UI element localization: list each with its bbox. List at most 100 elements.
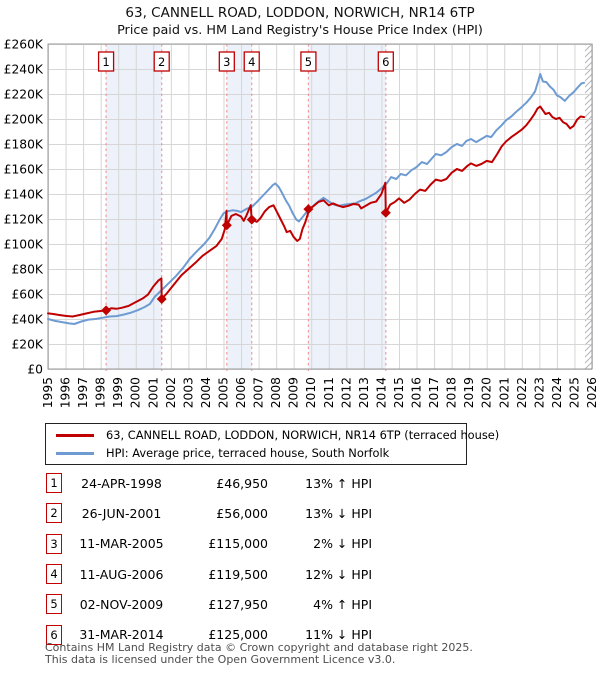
svg-text:2001: 2001 [146, 377, 160, 408]
svg-text:2014: 2014 [374, 377, 388, 408]
future-hatch-region [584, 44, 592, 369]
sale-marker-5 [303, 204, 314, 215]
sale-hpi-comparison: 4% ↑ HPI [313, 596, 372, 612]
svg-text:2009: 2009 [287, 377, 301, 408]
svg-text:2005: 2005 [216, 377, 230, 408]
sale-price: £56,000 [216, 505, 268, 521]
svg-text:4: 4 [248, 55, 255, 69]
sale-flag-3: 3 [218, 51, 235, 72]
svg-text:2002: 2002 [164, 377, 178, 408]
sale-hpi-comparison: 2% ↓ HPI [313, 536, 372, 552]
sale-marker-6 [380, 207, 391, 218]
sale-row-3: 3 11-MAR-2005 £115,000 2% ↓ HPI [0, 529, 600, 559]
legend-line-swatch [56, 433, 94, 437]
svg-text:2007: 2007 [252, 377, 266, 408]
chart-legend: 63, CANNELL ROAD, LODDON, NORWICH, NR14 … [45, 423, 499, 465]
legend-label: HPI: Average price, terraced house, Sout… [106, 446, 390, 460]
sale-flag-2: 2 [153, 51, 170, 72]
svg-text:£140K: £140K [4, 187, 44, 201]
svg-text:1996: 1996 [59, 377, 73, 408]
x-axis-labels: 1995 1996 1997 1998 1999 2000 2001 2002 2003 2004… [41, 377, 599, 408]
price-history-chart: 1 2 3 4 5 6£0£20K£40K£60K£80K£100K£120K£140K£… [4, 37, 599, 408]
svg-text:5: 5 [305, 55, 312, 69]
sale-date: 26-JUN-2001 [81, 505, 162, 521]
svg-text:2012: 2012 [339, 377, 353, 408]
svg-text:2000: 2000 [129, 377, 143, 408]
svg-text:2022: 2022 [515, 377, 529, 408]
svg-text:2020: 2020 [480, 377, 494, 408]
sale-marker-1 [101, 305, 112, 316]
legend-line-swatch [56, 451, 94, 455]
svg-text:2021: 2021 [497, 377, 511, 408]
svg-text:2026: 2026 [585, 377, 599, 408]
svg-text:£240K: £240K [4, 62, 44, 76]
svg-text:£220K: £220K [4, 87, 44, 101]
page-subtitle: Price paid vs. HM Land Registry's House … [117, 23, 483, 38]
sales-table: 1 24-APR-1998 £46,950 13% ↑ HPI 2 26-JUN-2001… [0, 468, 600, 650]
svg-text:2011: 2011 [322, 377, 336, 408]
sale-marker-2 [156, 294, 167, 304]
sale-hpi-comparison: 13% ↑ HPI [305, 475, 372, 491]
svg-text:1999: 1999 [111, 377, 125, 408]
sale-hpi-comparison: 11% ↓ HPI [305, 627, 372, 643]
svg-text:2006: 2006 [234, 377, 248, 408]
sale-flag-5: 5 [300, 51, 317, 72]
svg-text:£80K: £80K [11, 262, 43, 276]
sale-price: £125,000 [208, 627, 268, 643]
sale-number-badge: 5 [46, 594, 62, 615]
sale-row-6: 6 31-MAR-2014 £125,000 11% ↓ HPI [0, 619, 600, 649]
sale-price: £119,500 [208, 566, 268, 582]
sale-hpi-comparison: 12% ↓ HPI [305, 566, 372, 582]
svg-text:£40K: £40K [11, 312, 43, 326]
sale-price: £127,950 [208, 596, 268, 612]
svg-text:2: 2 [158, 55, 165, 69]
svg-text:£0: £0 [27, 362, 43, 376]
svg-text:1997: 1997 [76, 377, 90, 408]
svg-text:2003: 2003 [181, 377, 195, 408]
svg-text:£160K: £160K [4, 162, 44, 176]
svg-text:2024: 2024 [550, 377, 564, 408]
sale-price: £115,000 [208, 536, 268, 552]
svg-text:£120K: £120K [4, 212, 44, 226]
sale-marker-4 [246, 214, 257, 225]
sale-row-4: 4 11-AUG-2006 £119,500 12% ↓ HPI [0, 559, 600, 589]
footer-line-2: This data is licensed under the Open Gov… [45, 652, 396, 666]
sale-number-badge: 6 [46, 624, 62, 645]
svg-text:£260K: £260K [4, 37, 44, 51]
svg-text:2025: 2025 [567, 377, 581, 408]
sale-flag-1: 1 [97, 51, 115, 72]
sale-number-badge: 1 [46, 473, 62, 494]
sale-price: £46,950 [216, 475, 268, 491]
svg-text:2010: 2010 [304, 377, 318, 408]
svg-text:2008: 2008 [269, 377, 283, 408]
svg-text:1: 1 [102, 55, 109, 69]
svg-text:£200K: £200K [4, 112, 44, 126]
svg-text:6: 6 [382, 55, 389, 69]
sale-number-badge: 2 [46, 503, 62, 524]
sale-flag-6: 6 [377, 51, 394, 72]
sale-row-1: 1 24-APR-1998 £46,950 13% ↑ HPI [0, 468, 600, 498]
plot-border [47, 43, 593, 370]
page-title: 63, CANNELL ROAD, LODDON, NORWICH, NR14 … [125, 5, 475, 21]
svg-text:£60K: £60K [11, 287, 43, 301]
footer-copyright: Contains HM Land Registry data © Crown c… [45, 642, 473, 665]
legend-entry-hpi: HPI: Average price, terraced house, Sout… [46, 446, 466, 461]
legend-label: 63, CANNELL ROAD, LODDON, NORWICH, NR14 … [106, 428, 500, 442]
svg-text:2018: 2018 [445, 377, 459, 408]
svg-text:1995: 1995 [41, 377, 55, 408]
sale-number-badge: 3 [46, 533, 62, 554]
sale-hpi-comparison: 13% ↓ HPI [305, 505, 372, 521]
svg-text:2017: 2017 [427, 377, 441, 408]
sale-date: 11-AUG-2006 [79, 566, 164, 582]
svg-text:£180K: £180K [4, 137, 44, 151]
sale-row-2: 2 26-JUN-2001 £56,000 13% ↓ HPI [0, 498, 600, 528]
svg-text:£20K: £20K [11, 337, 43, 351]
svg-text:2013: 2013 [357, 377, 371, 408]
svg-text:2023: 2023 [532, 377, 546, 408]
sale-number-badge: 4 [46, 564, 62, 585]
svg-text:2019: 2019 [462, 377, 476, 408]
property-price-line [47, 105, 586, 318]
sale-date: 02-NOV-2009 [79, 596, 164, 612]
sale-date: 31-MAR-2014 [79, 627, 164, 643]
